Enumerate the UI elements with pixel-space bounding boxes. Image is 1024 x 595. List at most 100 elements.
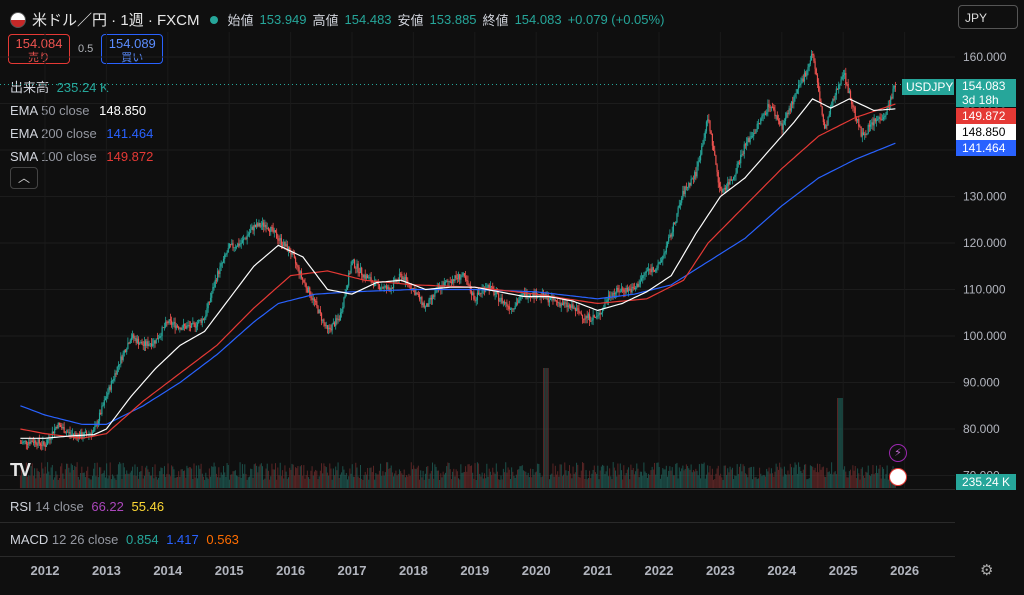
candle-body (162, 327, 164, 329)
candle-body (235, 246, 238, 248)
pane-divider[interactable] (0, 489, 955, 490)
candle-body (612, 292, 614, 297)
candle-body (30, 440, 32, 444)
rsi-legend[interactable]: RSI 14 close 66.22 55.46 (10, 499, 164, 514)
y-tick-label: 120.000 (963, 236, 1007, 250)
candle-body (206, 308, 208, 316)
volume-bar (200, 463, 202, 488)
gear-icon[interactable]: ⚙ (980, 562, 994, 579)
open-value: 153.949 (259, 12, 307, 27)
volume-bar (812, 466, 814, 488)
volume-bar (760, 473, 762, 488)
y-tick-label: 160.000 (963, 50, 1007, 64)
volume-bar (452, 471, 454, 488)
sma100-legend[interactable]: SMA 100 close 149.872 (10, 145, 153, 168)
volume-bar (221, 474, 223, 488)
macd-params: 12 26 close (51, 532, 119, 547)
volume-bar (377, 474, 379, 488)
volume-bar (355, 462, 357, 488)
candle-body (254, 224, 257, 227)
candle-body (245, 238, 247, 240)
volume-bar (716, 468, 718, 488)
candle-body (226, 252, 228, 255)
volume-bar (161, 468, 163, 488)
volume-bar (521, 465, 523, 488)
volume-bar (486, 463, 488, 488)
candle-body (453, 279, 455, 282)
candle-body (533, 292, 535, 298)
volume-bar (765, 476, 767, 488)
volume-bar (625, 473, 627, 488)
volume-bar (674, 475, 676, 488)
ema50-legend[interactable]: EMA 50 close 148.850 (10, 99, 153, 122)
volume-bar (249, 476, 251, 488)
candle-body (109, 386, 111, 390)
pane-divider[interactable] (0, 522, 955, 523)
volume-bar (151, 475, 153, 488)
candle-body (598, 313, 600, 316)
volume-bar (241, 464, 243, 488)
volume-bar (365, 474, 367, 488)
x-tick-label: 2016 (276, 563, 305, 578)
candle-body (730, 179, 732, 181)
candle-body (560, 303, 562, 307)
volume-bar (420, 470, 422, 488)
candle-body (501, 297, 503, 304)
volume-bar (120, 463, 122, 488)
candle-body (328, 327, 330, 330)
volume-bar (53, 479, 55, 488)
volume-bar (714, 479, 716, 488)
candle-body (771, 106, 774, 108)
candle-body (185, 325, 187, 329)
candle-body (467, 280, 469, 286)
lightning-icon[interactable]: ⚡ (889, 444, 907, 462)
symbol-title[interactable]: 米ドル／円 · 1週 · FXCM (32, 12, 200, 29)
candle-body (169, 319, 171, 321)
volume-bar (243, 473, 245, 488)
candle-body (845, 73, 847, 85)
volume-bar (792, 475, 794, 488)
volume-bar (874, 473, 876, 488)
volume-bar (493, 472, 495, 488)
volume-bar (487, 476, 489, 488)
volume-legend[interactable]: 出来高 235.24 K (10, 76, 153, 99)
macd-legend[interactable]: MACD 12 26 close 0.854 1.417 0.563 (10, 532, 239, 547)
volume-bar (331, 479, 333, 488)
candle-body (464, 276, 467, 281)
candle-body (744, 144, 747, 146)
volume-bar (384, 472, 386, 488)
candle-body (469, 285, 471, 292)
volume-bar (750, 466, 752, 488)
candle-body (532, 292, 534, 298)
currency-select[interactable]: JPY (958, 5, 1018, 29)
volume-bar (304, 478, 306, 488)
volume-bar (127, 473, 129, 488)
candle-body (596, 316, 598, 318)
volume-bar (176, 477, 178, 488)
volume-bar (702, 464, 704, 488)
candle-body (704, 131, 706, 139)
candle-body (622, 288, 624, 290)
volume-bar (708, 472, 710, 488)
volume-bar (854, 466, 856, 488)
candle-body (141, 341, 143, 345)
candle-body (463, 273, 466, 277)
volume-bar (734, 475, 736, 488)
buy-button[interactable]: 154.089 買い (101, 34, 164, 64)
volume-bar (544, 368, 546, 488)
candle-body (111, 380, 114, 382)
volume-bar (829, 473, 831, 488)
candle-body (550, 297, 552, 301)
candle-body (385, 285, 388, 289)
us-flag-event-icon[interactable] (889, 468, 907, 486)
volume-bar (635, 471, 637, 488)
candle-body (298, 267, 300, 275)
candle-body (734, 175, 736, 177)
ema200-legend[interactable]: EMA 200 close 141.464 (10, 122, 153, 145)
candle-body (246, 235, 248, 240)
volume-bar (341, 472, 343, 488)
volume-bar (435, 466, 437, 488)
collapse-legend-button[interactable]: ︿ (10, 167, 38, 189)
candle-body (826, 124, 828, 126)
